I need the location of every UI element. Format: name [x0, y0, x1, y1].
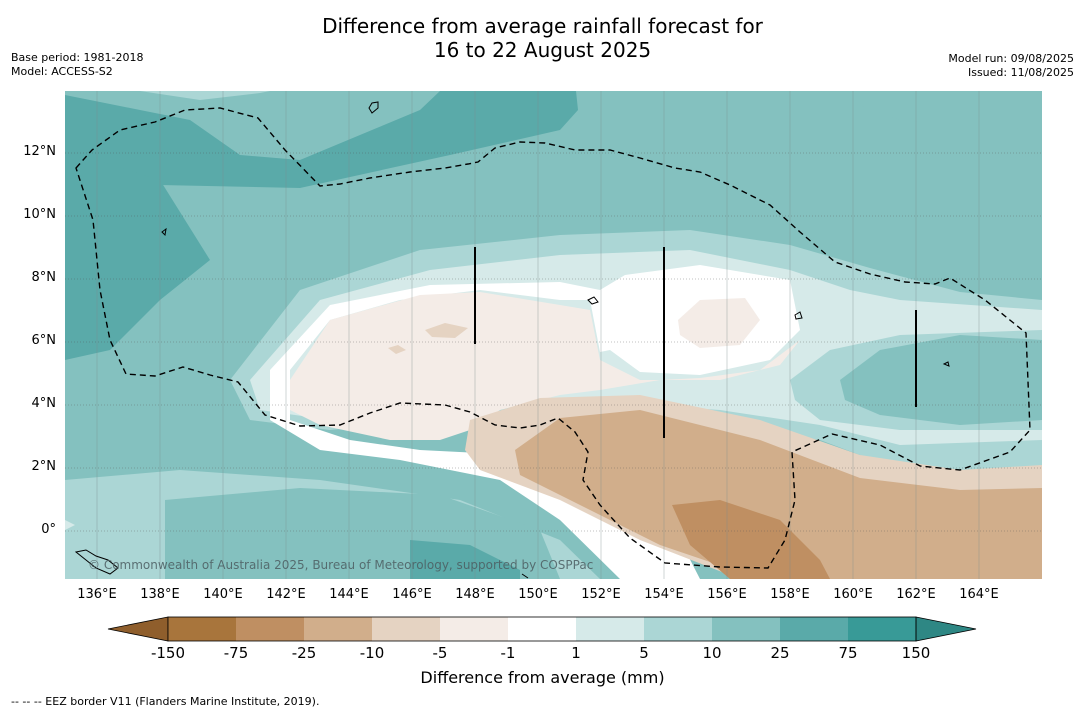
- eez-footnote: -- -- -- EEZ border V11 (Flanders Marine…: [11, 695, 320, 708]
- eez-borders: [75, 107, 1031, 569]
- colorbar-tick-label: 10: [702, 644, 722, 662]
- latitude-tick-label: 6°N: [31, 333, 57, 348]
- colorbar-tick-label: 25: [770, 644, 790, 662]
- colorbar-swatch: [508, 617, 576, 641]
- map-title-line2: 16 to 22 August 2025: [433, 38, 652, 62]
- longitude-tick-label: 142°E: [266, 587, 306, 602]
- rainfall-anomaly-field: [65, 91, 1042, 579]
- graticule: [96, 91, 980, 579]
- east-wet-lobe: [840, 335, 1042, 425]
- meridian-bars: [474, 247, 917, 438]
- colorbar-tick-label: -25: [291, 644, 317, 662]
- meta-left: Base period: 1981-2018 Model: ACCESS-S2: [11, 51, 143, 79]
- colorbar-swatch: [712, 617, 780, 641]
- island-outlines: [74, 101, 950, 579]
- latitude-tick-label: 0°: [41, 522, 56, 537]
- map-title-line1: Difference from average rainfall forecas…: [322, 14, 763, 38]
- colorbar-tick-label: 1: [571, 644, 581, 662]
- colorbar-tick-label: 150: [901, 644, 931, 662]
- longitude-tick-label: 150°E: [518, 587, 558, 602]
- colorbar-tick-label: -10: [359, 644, 385, 662]
- slightly-dry-west: [290, 292, 800, 440]
- colorbar-tick-label: -5: [432, 644, 448, 662]
- colorbar-swatch: [168, 617, 236, 641]
- colorbar-outline: [167, 616, 917, 642]
- colorbar-underflow-arrow: [107, 616, 169, 642]
- longitude-tick-label: 138°E: [140, 587, 180, 602]
- latitude-tick-label: 4°N: [31, 396, 57, 411]
- longitude-tick-label: 140°E: [203, 587, 243, 602]
- longitude-tick-label: 136°E: [77, 587, 117, 602]
- colorbar-swatch: [780, 617, 848, 641]
- colorbar-swatch: [372, 617, 440, 641]
- colorbar-swatch: [304, 617, 372, 641]
- colorbar-swatch: [440, 617, 508, 641]
- longitude-tick-label: 154°E: [644, 587, 684, 602]
- meta-right: Model run: 09/08/2025 Issued: 11/08/2025: [948, 52, 1074, 80]
- latitude-gridlines: [65, 152, 1042, 532]
- dry-band-mid: [515, 410, 1042, 579]
- model-run: Model run: 09/08/2025: [948, 52, 1074, 65]
- longitude-tick-label: 162°E: [896, 587, 936, 602]
- colorbar-tick-label: 75: [838, 644, 858, 662]
- copyright-credit: © Commonwealth of Australia 2025, Bureau…: [88, 558, 594, 572]
- colorbar-tick-label: -1: [500, 644, 516, 662]
- colorbar-swatch: [576, 617, 644, 641]
- longitude-tick-label: 146°E: [392, 587, 432, 602]
- colorbar-swatch: [848, 617, 916, 641]
- colorbar: [107, 616, 977, 642]
- colorbar-tick-label: 5: [639, 644, 649, 662]
- latitude-tick-label: 8°N: [31, 270, 57, 285]
- colorbar-title: Difference from average (mm): [420, 668, 665, 687]
- latitude-tick-label: 2°N: [31, 459, 57, 474]
- colorbar-tick-label: -75: [223, 644, 249, 662]
- latitude-tick-label: 12°N: [23, 144, 56, 159]
- colorbar-overflow-arrow: [915, 616, 977, 642]
- longitude-tick-label: 156°E: [707, 587, 747, 602]
- longitude-tick-label: 158°E: [770, 587, 810, 602]
- wet-band-north: [65, 91, 578, 188]
- wet-band-west: [65, 150, 210, 360]
- longitude-tick-label: 148°E: [455, 587, 495, 602]
- colorbar-swatch: [236, 617, 304, 641]
- colorbar-tick-label: -150: [150, 644, 186, 662]
- longitude-tick-label: 152°E: [581, 587, 621, 602]
- model-name: Model: ACCESS-S2: [11, 65, 113, 78]
- longitude-tick-label: 164°E: [959, 587, 999, 602]
- map-title: Difference from average rainfall forecas…: [0, 14, 1085, 62]
- issued-date: Issued: 11/08/2025: [967, 66, 1074, 79]
- longitude-tick-label: 144°E: [329, 587, 369, 602]
- dry-core: [672, 500, 830, 579]
- longitude-tick-label: 160°E: [833, 587, 873, 602]
- colorbar-swatch: [644, 617, 712, 641]
- latitude-tick-label: 10°N: [23, 207, 56, 222]
- base-period: Base period: 1981-2018: [11, 51, 144, 64]
- near-average-zone: [270, 265, 800, 579]
